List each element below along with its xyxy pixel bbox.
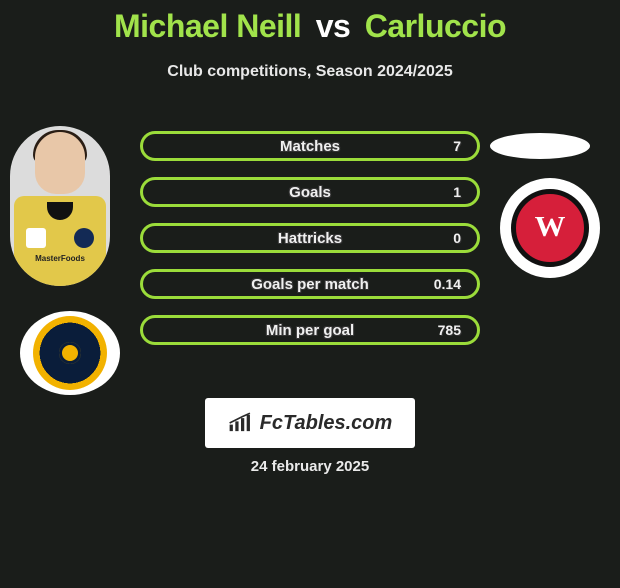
brand-text: FcTables.com: [260, 412, 393, 435]
jersey-sponsor: MasterFoods: [35, 254, 85, 263]
stat-value-p2: 785: [431, 322, 461, 338]
subtitle: Club competitions, Season 2024/2025: [0, 63, 620, 81]
stat-row: Min per goal 785: [140, 315, 480, 345]
page-title: Michael Neill vs Carluccio: [0, 8, 620, 45]
vs-label: vs: [316, 8, 351, 44]
stat-label: Matches: [280, 138, 340, 155]
player2-portrait-placeholder: [490, 133, 590, 159]
player1-portrait: MasterFoods: [10, 126, 110, 286]
chart-icon: [228, 412, 254, 434]
player1-name: Michael Neill: [114, 8, 301, 44]
brand-logo: FcTables.com: [205, 398, 415, 448]
stat-value-p2: 7: [431, 138, 461, 154]
stat-row: Hattricks 0: [140, 223, 480, 253]
player2-club-badge: W: [500, 178, 600, 278]
stat-label: Goals: [289, 184, 331, 201]
stat-label: Goals per match: [251, 276, 369, 293]
stat-row: Matches 7: [140, 131, 480, 161]
stat-value-p2: 0: [431, 230, 461, 246]
stat-row: Goals 1: [140, 177, 480, 207]
stat-row: Goals per match 0.14: [140, 269, 480, 299]
stat-label: Min per goal: [266, 322, 354, 339]
footer-date: 24 february 2025: [251, 458, 369, 475]
stats-bars: Matches 7 Goals 1 Hattricks 0 Goals per …: [140, 131, 480, 361]
stat-value-p2: 1: [431, 184, 461, 200]
stat-value-p2: 0.14: [431, 276, 461, 292]
player2-name: Carluccio: [365, 8, 506, 44]
player1-club-badge: [20, 311, 120, 395]
stat-label: Hattricks: [278, 230, 342, 247]
